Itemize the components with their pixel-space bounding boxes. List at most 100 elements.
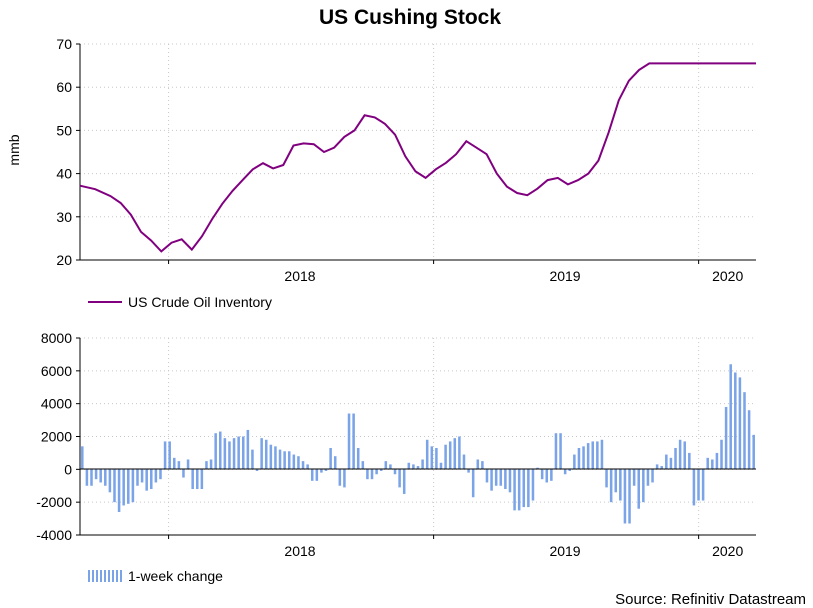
- weekly-change-bar: [485, 469, 489, 483]
- weekly-change-bar: [692, 469, 696, 506]
- weekly-change-bar: [458, 436, 461, 470]
- weekly-change-bar: [232, 438, 236, 470]
- weekly-change-bar: [315, 469, 319, 481]
- weekly-change-bar: [435, 447, 438, 470]
- bottom-y-tick-label: 6000: [41, 363, 72, 379]
- top-y-tick-label: 70: [56, 36, 72, 52]
- weekly-change-bar: [320, 469, 323, 473]
- bottom-y-tick-label: 8000: [41, 330, 72, 346]
- legend-bar-swatch: [88, 570, 122, 582]
- bottom-x-tick-label: 2020: [712, 543, 743, 559]
- top-y-tick-labels: 20 30 40 50 60 70: [56, 36, 80, 268]
- weekly-change-bar: [554, 433, 558, 470]
- weekly-change-bar: [683, 441, 686, 470]
- weekly-change-bar: [586, 443, 590, 470]
- source-note: Source: Refinitiv Datastream: [615, 591, 806, 608]
- weekly-change-bar: [145, 469, 148, 491]
- bar-panel: -4000 -2000 0 2000 4000 6000 8000 2018 2019 2020…: [36, 330, 756, 584]
- top-x-tick-label: 2018: [284, 268, 315, 284]
- weekly-change-bar: [747, 410, 751, 470]
- weekly-change-bar: [379, 469, 383, 471]
- weekly-change-bar: [448, 441, 452, 470]
- weekly-change-bar: [375, 469, 378, 475]
- weekly-change-bar: [191, 469, 194, 490]
- weekly-change-bar: [637, 469, 640, 509]
- weekly-change-bar: [734, 372, 737, 470]
- weekly-change-bar: [504, 469, 507, 490]
- weekly-change-bar: [264, 439, 268, 470]
- weekly-change-bar: [743, 392, 746, 470]
- weekly-change-bar: [255, 469, 259, 471]
- top-x-tick-label: 2020: [712, 268, 743, 284]
- weekly-change-bar: [104, 469, 107, 486]
- bottom-y-tick-labels: -4000 -2000 0 2000 4000 6000 8000: [36, 330, 80, 543]
- inventory-series-line: [79, 62, 756, 253]
- weekly-change-bar: [494, 469, 498, 486]
- weekly-change-bar: [306, 464, 309, 470]
- weekly-change-bar: [177, 461, 181, 470]
- weekly-change-bar: [122, 469, 125, 506]
- weekly-change-bar: [366, 469, 369, 480]
- bottom-x-tick-label: 2019: [549, 543, 580, 559]
- weekly-change-bar: [591, 441, 595, 470]
- weekly-change-bar: [269, 444, 273, 470]
- weekly-change-bar: [251, 449, 254, 470]
- weekly-change-bar: [522, 469, 526, 508]
- weekly-change-bar: [711, 459, 714, 470]
- weekly-change-bar: [688, 452, 691, 470]
- weekly-change-bar: [605, 469, 608, 488]
- weekly-change-bar: [720, 439, 723, 470]
- weekly-change-bar: [752, 434, 755, 470]
- weekly-change-bar: [697, 469, 700, 501]
- weekly-change-bar: [117, 469, 121, 513]
- weekly-change-bar: [517, 469, 521, 511]
- weekly-change-bar: [274, 446, 277, 470]
- weekly-change-bar: [310, 469, 314, 481]
- weekly-change-bar: [347, 413, 351, 470]
- weekly-change-bar: [150, 469, 153, 490]
- weekly-change-bar: [568, 469, 572, 471]
- top-x-tick-labels: 2018 2019 2020: [168, 260, 743, 284]
- weekly-change-bar: [678, 439, 682, 470]
- legend-bar-label: 1-week change: [128, 568, 223, 584]
- weekly-change-bar: [674, 447, 677, 470]
- weekly-change-bar: [715, 452, 719, 470]
- top-gridlines: [80, 43, 756, 260]
- weekly-change-bar: [398, 469, 401, 488]
- weekly-change-bar: [467, 469, 470, 473]
- weekly-change-bar: [402, 469, 406, 494]
- weekly-change-bar: [209, 459, 213, 470]
- weekly-change-bar: [706, 457, 709, 470]
- weekly-change-bars: [81, 364, 755, 524]
- bottom-y-tick-label: -2000: [36, 494, 72, 510]
- weekly-change-bar: [260, 438, 263, 470]
- weekly-change-bar: [131, 469, 135, 503]
- weekly-change-bar: [660, 466, 663, 470]
- weekly-change-bar: [453, 438, 457, 470]
- weekly-change-bar: [168, 441, 171, 470]
- weekly-change-bar: [701, 469, 705, 501]
- weekly-change-bar: [481, 461, 484, 470]
- weekly-change-bar: [94, 469, 98, 480]
- weekly-change-bar: [113, 469, 116, 503]
- line-panel: 20 30 40 50 60 70 2018 2019 2020 mmb US Crude O…: [6, 36, 756, 310]
- weekly-change-bar: [370, 469, 374, 480]
- weekly-change-bar: [430, 446, 434, 470]
- weekly-change-bar: [81, 446, 84, 470]
- bottom-x-tick-label: 2018: [284, 543, 315, 559]
- weekly-change-bar: [393, 469, 397, 475]
- weekly-change-bar: [439, 462, 443, 470]
- weekly-change-bar: [338, 469, 342, 486]
- weekly-change-bar: [159, 469, 162, 480]
- weekly-change-bar: [655, 464, 659, 470]
- bottom-y-tick-label: 4000: [41, 396, 72, 412]
- weekly-change-bar: [724, 406, 728, 470]
- weekly-change-bar: [241, 436, 245, 470]
- weekly-change-bar: [90, 469, 93, 486]
- weekly-change-bar: [389, 464, 392, 470]
- weekly-change-bar: [729, 364, 732, 470]
- weekly-change-bar: [600, 439, 604, 470]
- weekly-change-bar: [619, 469, 622, 501]
- weekly-change-bar: [508, 469, 512, 493]
